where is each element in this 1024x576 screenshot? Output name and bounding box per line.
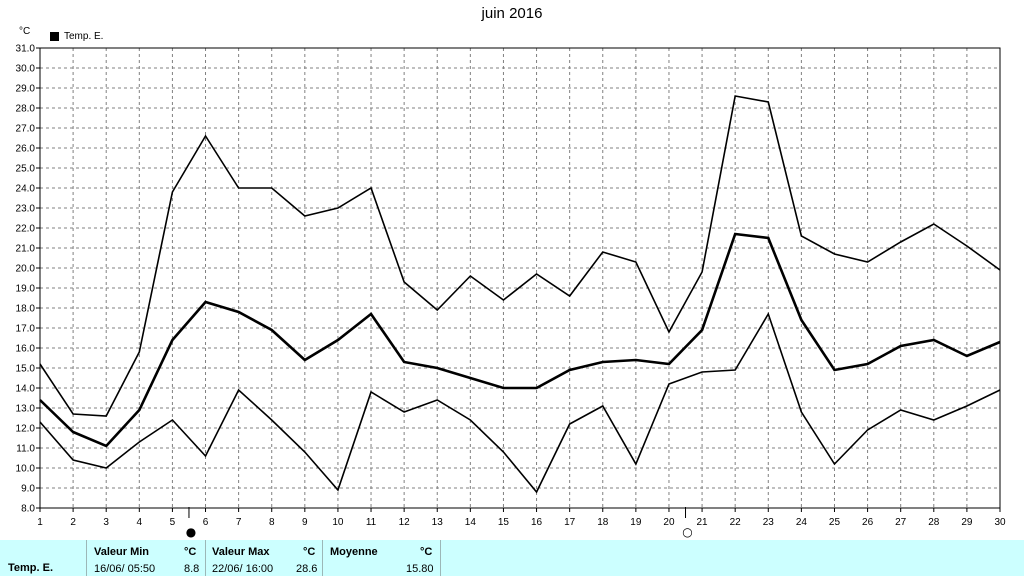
stats-max-datetime: 22/06/ 16:00: [212, 563, 274, 575]
y-tick-label: 11.0: [16, 444, 35, 455]
x-tick-label: 6: [203, 517, 209, 528]
x-tick-label: 5: [170, 517, 176, 528]
y-tick-label: 21.0: [16, 244, 36, 255]
series-line-mean: [39, 232, 1001, 448]
y-tick-label: 15.0: [16, 364, 36, 375]
stats-avg-cell: Moyenne °C 15.80: [323, 540, 441, 576]
y-tick-label: 29.0: [16, 84, 36, 95]
stats-min-cell: Valeur Min °C 16/06/ 05:50 8.8: [87, 540, 206, 576]
y-tick-label: 17.0: [16, 324, 36, 335]
y-tick-label: 8.0: [21, 504, 35, 515]
x-tick-label: 15: [498, 517, 510, 528]
legend-swatch: [50, 32, 59, 41]
x-tick-label: 19: [630, 517, 642, 528]
stats-min-value: 8.8: [184, 563, 200, 575]
x-tick-label: 11: [366, 517, 377, 528]
x-tick-label: 3: [103, 517, 109, 528]
x-tick-label: 7: [236, 517, 242, 528]
y-tick-label: 20.0: [16, 264, 36, 275]
y-tick-label: 28.0: [16, 104, 36, 115]
x-tick-label: 23: [763, 517, 775, 528]
stats-avg-label: Moyenne: [330, 546, 378, 558]
stats-max-cell: Valeur Max °C 22/06/ 16:00 28.6: [206, 540, 323, 576]
x-tick-label: 1: [37, 517, 43, 528]
moon-phase-icon: ●: [186, 525, 196, 539]
stats-series-name: Temp. E.: [8, 562, 54, 574]
stats-bar: Temp. E. Valeur Min °C 16/06/ 05:50 8.8 …: [0, 540, 1024, 576]
x-tick-label: 4: [137, 517, 143, 528]
legend-label: Temp. E.: [64, 31, 104, 42]
x-tick-label: 8: [269, 517, 275, 528]
x-tick-label: 12: [399, 517, 411, 528]
x-tick-label: 30: [994, 517, 1006, 528]
y-tick-label: 9.0: [21, 484, 35, 495]
stats-min-unit: °C: [184, 546, 197, 558]
y-tick-label: 26.0: [16, 144, 36, 155]
stats-min-datetime: 16/06/ 05:50: [94, 563, 156, 575]
x-tick-label: 13: [432, 517, 444, 528]
y-tick-label: 10.0: [16, 464, 36, 475]
legend: Temp. E.: [50, 31, 103, 42]
y-tick-label: 27.0: [16, 124, 36, 135]
x-tick-label: 25: [829, 517, 841, 528]
y-tick-label: 31.0: [16, 44, 36, 55]
stats-avg-unit: °C: [420, 546, 433, 558]
x-tick-label: 24: [796, 517, 808, 528]
stats-avg-value: 15.80: [406, 563, 434, 575]
y-tick-label: 24.0: [16, 184, 36, 195]
y-tick-label: 18.0: [16, 304, 36, 315]
y-tick-label: 12.0: [16, 424, 36, 435]
series-line-max: [39, 95, 1001, 417]
stats-max-unit: °C: [303, 546, 316, 558]
x-tick-label: 18: [597, 517, 609, 528]
y-tick-label: 30.0: [16, 64, 36, 75]
x-tick-label: 16: [531, 517, 543, 528]
x-tick-label: 28: [928, 517, 940, 528]
x-tick-label: 10: [332, 517, 344, 528]
x-tick-label: 17: [564, 517, 576, 528]
plot-frame: [39, 47, 1001, 509]
stats-max-label: Valeur Max: [212, 546, 270, 558]
y-tick-label: 25.0: [16, 164, 36, 175]
moon-phase-icon: ○: [682, 525, 692, 539]
x-tick-label: 26: [862, 517, 874, 528]
stats-min-label: Valeur Min: [94, 546, 150, 558]
y-tick-label: 14.0: [16, 384, 36, 395]
x-tick-label: 9: [302, 517, 308, 528]
y-axis-unit-label: °C: [19, 26, 31, 37]
x-tick-label: 29: [961, 517, 973, 528]
stats-series-cell: Temp. E.: [0, 540, 87, 576]
y-tick-label: 13.0: [16, 404, 36, 415]
y-tick-label: 23.0: [16, 204, 36, 215]
x-tick-label: 20: [663, 517, 675, 528]
stats-max-value: 28.6: [296, 563, 318, 575]
chart-title: juin 2016: [481, 5, 543, 22]
x-tick-label: 14: [465, 517, 477, 528]
series-line-min: [39, 312, 1001, 494]
chart-plot: 8.09.010.011.012.013.014.015.016.017.018…: [16, 44, 1006, 540]
x-tick-label: 2: [70, 517, 76, 528]
x-tick-label: 21: [697, 517, 709, 528]
y-tick-label: 19.0: [16, 284, 36, 295]
x-tick-label: 22: [730, 517, 742, 528]
y-tick-label: 22.0: [16, 224, 36, 235]
x-tick-label: 27: [895, 517, 907, 528]
y-tick-label: 16.0: [16, 344, 36, 355]
